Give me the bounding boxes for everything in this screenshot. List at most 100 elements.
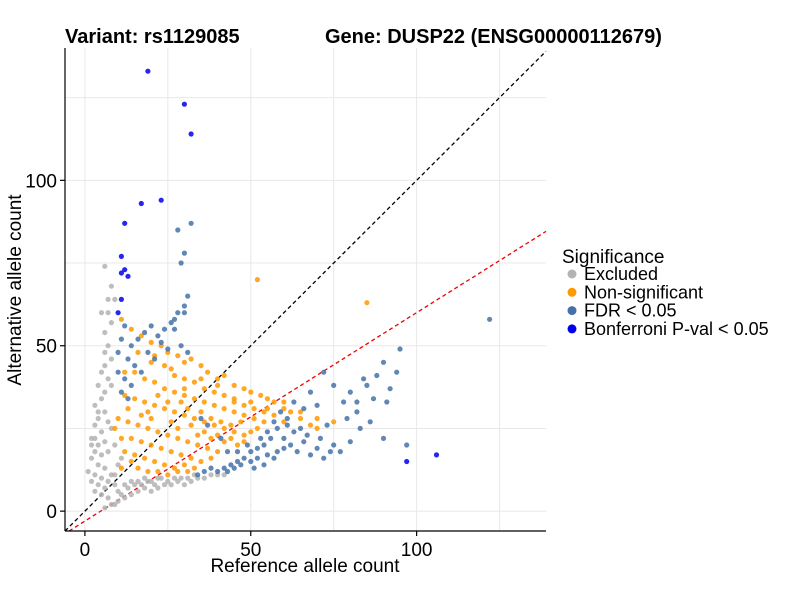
data-point [201, 468, 207, 475]
data-point [208, 472, 214, 478]
data-point [161, 406, 168, 412]
data-point [155, 429, 161, 435]
data-point [142, 329, 148, 336]
reference-line-identity [64, 50, 547, 532]
data-point [122, 267, 128, 273]
data-point [195, 472, 201, 478]
data-point [115, 415, 121, 422]
data-point [118, 389, 124, 395]
data-point [321, 369, 327, 375]
data-point [221, 372, 227, 379]
data-point [238, 462, 244, 468]
x-tick-label: 100 [401, 540, 433, 561]
data-point [175, 310, 181, 316]
data-point [158, 445, 164, 451]
data-point [228, 422, 234, 428]
data-point [181, 392, 187, 398]
data-point [165, 432, 171, 438]
data-point [205, 422, 211, 428]
data-point [251, 406, 257, 412]
data-point [98, 429, 105, 435]
data-point [188, 131, 194, 137]
data-point [387, 386, 393, 392]
data-point [145, 468, 151, 475]
data-point [145, 425, 151, 431]
data-point [95, 382, 101, 388]
data-point [181, 462, 187, 468]
data-point [307, 389, 314, 395]
data-point [128, 343, 134, 349]
data-point [108, 320, 114, 326]
data-point [118, 455, 124, 461]
data-point [181, 376, 187, 382]
data-point [364, 382, 370, 388]
y-tick-label: 100 [25, 171, 57, 192]
chart-title-variant: Variant: rs1129085 [65, 26, 240, 48]
data-point [98, 475, 105, 481]
data-point [258, 435, 264, 441]
data-point [297, 425, 304, 431]
data-point [278, 409, 284, 415]
data-point [112, 472, 118, 478]
data-point [115, 369, 121, 375]
data-point [321, 455, 327, 461]
data-point [152, 402, 158, 408]
data-point [122, 495, 128, 501]
data-point [261, 462, 267, 468]
data-point [248, 449, 254, 455]
data-point [135, 488, 141, 494]
data-point [271, 412, 277, 418]
data-point [271, 455, 277, 461]
data-point [188, 220, 194, 226]
data-point [211, 422, 217, 428]
data-point [125, 406, 131, 412]
data-point [397, 346, 403, 352]
data-point [261, 442, 267, 448]
data-point [128, 458, 134, 465]
data-point [178, 343, 184, 349]
data-point [158, 339, 164, 345]
data-point [254, 277, 260, 283]
data-point [155, 333, 161, 339]
data-point [132, 369, 138, 375]
data-point [354, 399, 360, 405]
legend-title: Significance [562, 247, 664, 268]
data-point [85, 468, 91, 475]
data-point [105, 296, 111, 302]
data-point [254, 425, 260, 431]
data-point [175, 478, 181, 484]
data-point [201, 399, 207, 405]
data-point [115, 498, 121, 504]
data-point [125, 356, 131, 362]
data-point [297, 409, 304, 415]
data-point [128, 326, 134, 332]
legend-label: Non-significant [584, 282, 703, 302]
data-point [244, 442, 250, 448]
data-point [95, 462, 101, 468]
data-points [85, 68, 493, 511]
data-point [102, 409, 108, 415]
data-point [165, 346, 171, 352]
data-point [105, 419, 111, 425]
data-point [364, 300, 370, 306]
data-point [185, 468, 191, 475]
x-tick-label: 50 [240, 540, 261, 561]
reference-lines [64, 50, 547, 532]
data-point [241, 439, 247, 445]
data-point [165, 478, 171, 484]
data-point [115, 349, 121, 355]
data-point [234, 442, 241, 448]
data-point [251, 465, 257, 471]
series-non-significant [112, 277, 370, 478]
data-point [248, 399, 254, 405]
data-point [294, 449, 300, 455]
data-point [168, 320, 174, 326]
data-point [218, 435, 224, 441]
data-point [281, 399, 287, 405]
data-point [168, 449, 174, 455]
data-point [132, 396, 138, 402]
data-point [188, 455, 194, 461]
data-point [347, 439, 353, 445]
data-point [118, 253, 124, 259]
data-point [201, 419, 207, 425]
